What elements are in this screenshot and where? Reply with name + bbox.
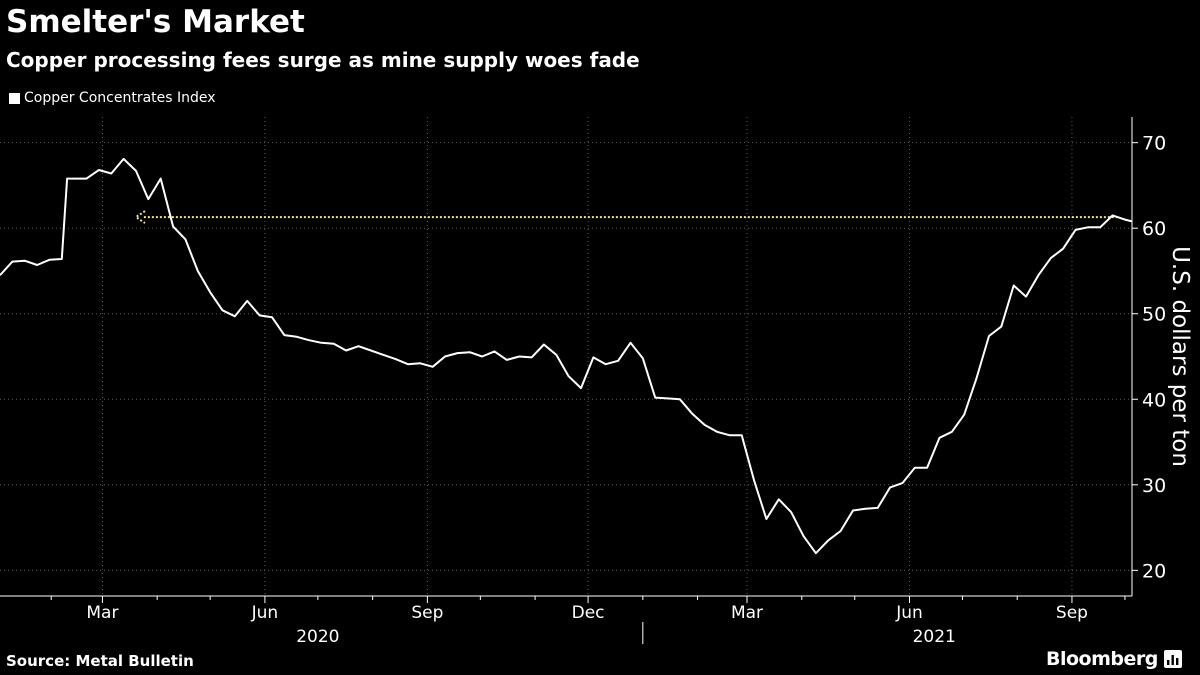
- series-line: [0, 157, 1133, 555]
- x-year-label: 2021: [913, 627, 956, 647]
- y-tick-label: 40: [1142, 389, 1166, 411]
- x-tick-label: Dec: [572, 603, 605, 623]
- x-tick-label: Jun: [251, 603, 279, 623]
- legend-label: Copper Concentrates Index: [24, 90, 216, 106]
- source-note: Source: Metal Bulletin: [6, 652, 194, 670]
- y-axis-title: U.S. dollars per ton: [1167, 246, 1193, 467]
- x-tick-label: Mar: [86, 603, 118, 623]
- bloomberg-logo: Bloomberg: [1046, 648, 1182, 670]
- y-tick-label: 70: [1142, 133, 1166, 155]
- x-tick-label: Mar: [731, 603, 763, 623]
- brand-name: Bloomberg: [1046, 648, 1158, 670]
- legend-swatch: [9, 92, 20, 104]
- x-tick-label: Jun: [895, 603, 923, 623]
- annotation-arrow-head: [134, 210, 146, 224]
- legend: Copper Concentrates Index: [9, 90, 216, 106]
- x-tick-label: Sep: [1056, 603, 1088, 623]
- y-tick-label: 20: [1142, 560, 1166, 582]
- y-tick-label: 60: [1142, 218, 1166, 240]
- chart-title: Smelter's Market: [6, 4, 305, 40]
- x-tick-label: Sep: [411, 603, 443, 623]
- y-tick-label: 30: [1142, 475, 1166, 497]
- chart-subtitle: Copper processing fees surge as mine sup…: [6, 48, 640, 72]
- bar-chart-icon: [1163, 650, 1182, 668]
- x-year-label: 2020: [296, 627, 339, 647]
- y-tick-label: 50: [1142, 304, 1166, 326]
